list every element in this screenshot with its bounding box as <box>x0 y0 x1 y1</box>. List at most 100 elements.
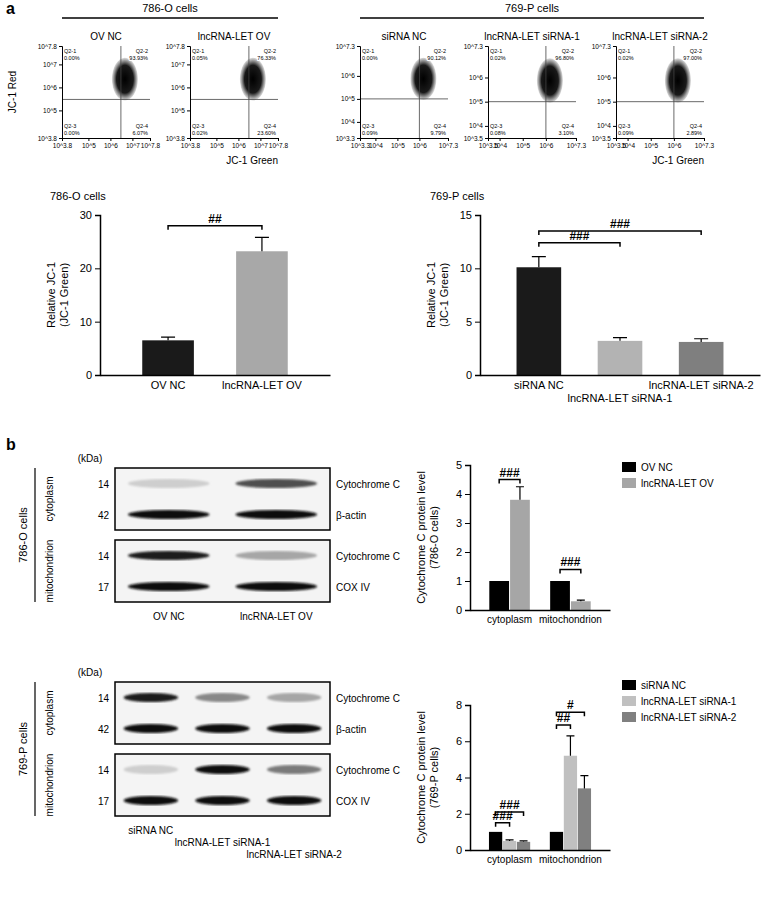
band <box>124 724 178 733</box>
significance-bracket <box>539 243 620 247</box>
significance-label: ### <box>500 466 520 480</box>
tick-label: 10^5 <box>82 142 96 149</box>
quadrant-name: Q2-4 <box>264 123 276 129</box>
tick: 10^7.3 <box>464 43 488 50</box>
tick-mark <box>523 138 524 141</box>
tick-mark <box>475 322 480 323</box>
tick-mark <box>576 138 577 141</box>
western-blot: (kDa)786-O cellscytoplasm14Cytochrome C4… <box>17 453 400 622</box>
tick: 10^7.8 <box>269 138 289 149</box>
axis: 051015 <box>460 209 481 381</box>
tick-mark <box>59 87 62 88</box>
tick-mark <box>485 126 488 127</box>
error-bar <box>506 840 514 841</box>
quadrant-value: 0.08% <box>490 130 506 136</box>
quadrant-value: 0.00% <box>362 55 378 61</box>
tick: 15 <box>460 209 480 221</box>
tick: 20 <box>80 262 100 274</box>
tick-mark <box>187 46 190 47</box>
legend-swatch <box>622 462 636 472</box>
axis: 02468 <box>456 699 471 856</box>
tick-label: lncRNA-LET siRNA-1 <box>568 392 673 404</box>
axis: 10^3.810^510^610^710^7.8 <box>53 138 161 149</box>
tick-label: 1 <box>456 575 462 587</box>
group-line <box>34 682 35 816</box>
group-line <box>34 468 35 602</box>
tick: 10^5 <box>597 98 616 105</box>
tick: 10^7.8 <box>141 138 161 149</box>
tick: 2 <box>456 546 470 558</box>
axis: 10^3.510^410^510^610^7.3 <box>464 43 489 142</box>
axis-title: JC-1 Red <box>7 71 18 113</box>
bar <box>571 601 591 610</box>
axis: 10^3.810^510^610^710^7.8 <box>38 43 63 142</box>
quadrant-name: Q2-3 <box>490 123 502 129</box>
fraction-label: mitochondrion <box>44 754 55 817</box>
tick-label: 30 <box>80 209 92 221</box>
blot-title: 786-O cells <box>17 507 29 563</box>
tick-mark <box>260 138 261 141</box>
gate-line <box>120 46 121 138</box>
lane-label: lncRNA-LET OV <box>240 611 313 622</box>
tick-label: 10^5 <box>171 107 185 114</box>
legend: siRNA NClncRNA-LET siRNA-1lncRNA-LET siR… <box>622 680 737 723</box>
axis: 10^3.310^410^510^610^7.3 <box>336 43 361 142</box>
blot-frame <box>115 468 330 530</box>
quadrant-name: Q2-2 <box>264 48 276 54</box>
kda-label: 14 <box>98 693 110 704</box>
axis-line <box>357 47 361 139</box>
tick: lncRNA-LET siRNA-2 <box>649 375 754 391</box>
tick: 10^7.3 <box>567 138 587 149</box>
quadrant-value: 0.02% <box>192 130 208 136</box>
axis: 10^3.510^410^510^610^7.3 <box>607 138 715 149</box>
plot-area <box>489 736 591 850</box>
event-density <box>240 58 266 101</box>
tick: 10^7 <box>171 61 190 68</box>
axis-line <box>59 47 63 139</box>
tick-label: 0 <box>456 844 462 856</box>
significance-bracket <box>539 231 701 235</box>
tick-mark <box>59 46 62 47</box>
tick: 10^7.8 <box>38 43 62 50</box>
flow-plot: 10^3.310^410^510^610^7.310^3.310^410^510… <box>336 31 459 149</box>
blot-title: 769-P cells <box>17 721 29 776</box>
axis-title: Cytochrome C protein level <box>415 471 427 604</box>
gate-line <box>248 46 249 138</box>
tick-mark <box>546 138 547 141</box>
tick-mark <box>465 523 470 524</box>
quadrant-value: 0.02% <box>618 55 634 61</box>
tick: 4 <box>456 772 470 784</box>
bar <box>142 340 194 375</box>
tick: 1 <box>456 575 470 587</box>
significance-bracket <box>499 480 520 484</box>
axis-title: JC-1 Green <box>226 155 278 166</box>
tick-mark <box>375 138 376 141</box>
band <box>235 479 317 488</box>
error-bar <box>577 600 585 601</box>
event-density <box>112 58 138 101</box>
tick-label: 10^6 <box>104 142 118 149</box>
plot-area <box>517 257 724 375</box>
tick-label: 10^7.3 <box>592 43 612 50</box>
tick: 10^5 <box>210 138 224 149</box>
quadrant-name: Q2-3 <box>192 123 204 129</box>
tick: 10^4 <box>493 138 507 149</box>
figure: ab786-O cells769-P cells10^3.810^510^610… <box>0 0 784 907</box>
quadrant-value: 0.00% <box>64 130 80 136</box>
significance-bracket <box>496 812 524 816</box>
tick-label: 10^3.8 <box>53 142 73 149</box>
tick: 10^7.3 <box>695 138 715 149</box>
tick-mark <box>500 138 501 141</box>
unit-label: (kDa) <box>78 667 102 678</box>
tick: 10^6 <box>597 74 616 81</box>
bar <box>564 756 577 850</box>
tick-label: 10^4 <box>369 142 383 149</box>
tick-mark <box>278 138 279 141</box>
error-bar <box>255 237 269 251</box>
gate-line <box>616 101 704 102</box>
tick-mark <box>419 138 420 141</box>
tick: 0 <box>466 369 480 381</box>
tick: 10^6 <box>104 138 118 149</box>
tick-label: 3 <box>456 517 462 529</box>
tick-label: 10^3.8 <box>166 135 186 142</box>
